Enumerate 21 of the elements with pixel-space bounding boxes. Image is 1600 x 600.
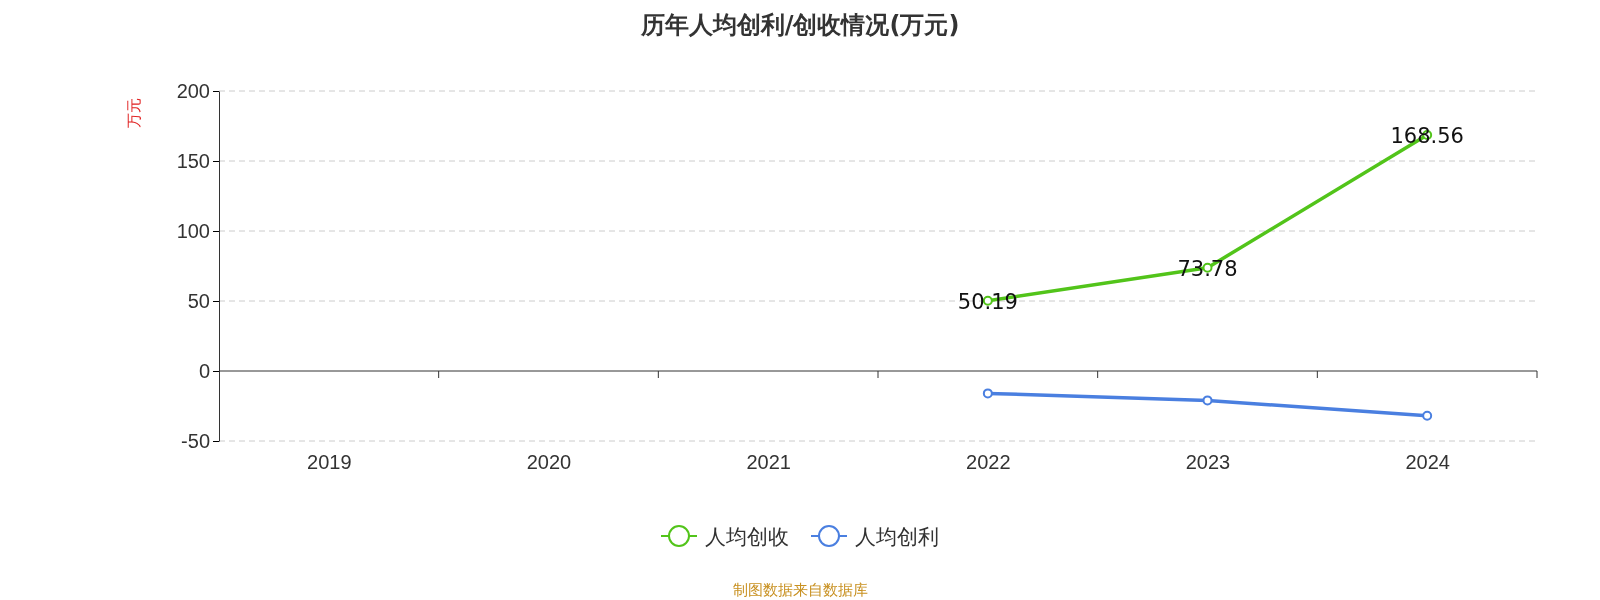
y-tick-label: 50 [187,289,210,312]
point [1422,410,1433,421]
x-tick-label: 2023 [1185,451,1231,474]
x-tick-label: 2022 [966,451,1011,474]
chart-title: 历年人均创利/创收情况(万元) [639,11,960,39]
y-axis-title: 万元 [125,98,143,128]
x-tick-label: 2024 [1405,451,1450,474]
x-tick-label: 2021 [746,451,791,474]
x-tick-label: 2020 [526,451,572,474]
x-tick-label: 2019 [307,451,352,474]
y-tick-label: 100 [176,219,210,242]
legend-label: 人均创利 [855,525,939,549]
y-tick-label: 150 [176,149,210,172]
y-tick-label: 200 [176,79,210,102]
text: 制图数据来自数据库 [732,581,868,599]
y-tick-label: 0 [198,359,210,382]
data-label: 50.19 [957,289,1018,314]
legend-label: 人均创收 [705,525,789,549]
point [982,388,993,399]
y-tick-label: -50 [181,429,210,452]
point [1202,395,1213,406]
